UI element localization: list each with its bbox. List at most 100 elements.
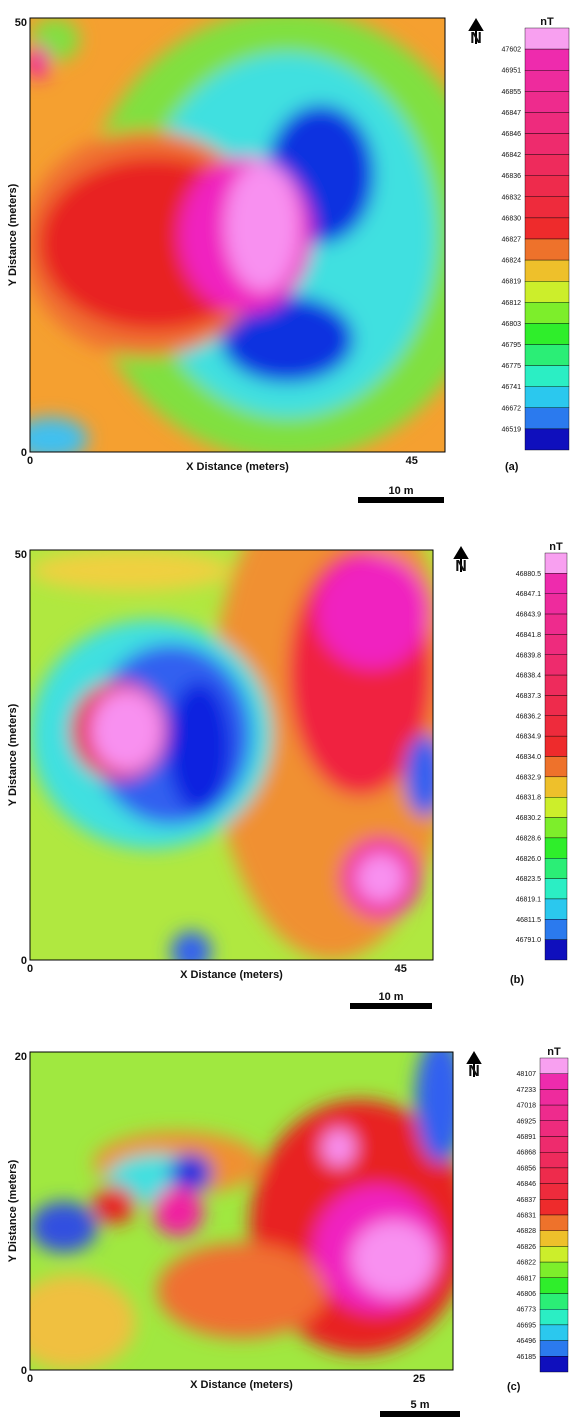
legend-swatch [544, 735, 568, 757]
scale-bar-label: 10 m [378, 991, 403, 1003]
legend-level: 46847 [502, 110, 522, 117]
legend-level: 46775 [502, 363, 522, 370]
legend-swatch [524, 69, 570, 92]
legend-level: 48107 [517, 1071, 537, 1078]
legend-swatch [524, 365, 570, 387]
legend-swatch [524, 175, 570, 197]
map-frame [29, 549, 434, 961]
anomaly [30, 44, 51, 79]
legend-level: 46822 [517, 1260, 537, 1267]
legend-swatch [524, 217, 570, 240]
anomaly [30, 1274, 136, 1370]
legend-swatch [539, 1356, 569, 1373]
legend-level: 46841.8 [516, 632, 541, 639]
map-panel: 0 45 0 50 X Distance (meters) Y Distance (met… [7, 541, 568, 1009]
legend-level: 46832 [502, 194, 522, 201]
legend-swatch [539, 1136, 569, 1153]
y-tick-label: 50 [15, 17, 27, 29]
legend-level: 46803 [502, 321, 522, 328]
legend-swatch [544, 817, 568, 839]
y-tick-label: 0 [21, 447, 27, 459]
legend-swatch [544, 674, 568, 696]
legend-level: 46925 [517, 1118, 537, 1125]
legend-swatch [544, 695, 568, 717]
legend-swatch [539, 1277, 569, 1294]
anomaly [156, 1242, 327, 1339]
y-axis-label: Y Distance (meters) [7, 183, 19, 286]
legend-level: 47602 [502, 47, 522, 54]
legend-swatch [524, 48, 570, 71]
legend-level: 46838.4 [516, 673, 541, 680]
legend-unit: nT [540, 16, 554, 28]
x-axis-label: X Distance (meters) [180, 969, 283, 981]
anomaly [30, 1201, 98, 1253]
scale-bar [350, 1003, 432, 1009]
legend-swatch [524, 112, 570, 134]
legend-swatch [524, 238, 570, 261]
legend-level: 46827 [502, 237, 522, 244]
legend-level: 46773 [517, 1307, 537, 1314]
legend-swatch [539, 1183, 569, 1200]
y-tick-label: 0 [21, 1365, 27, 1377]
north-arrow [453, 546, 469, 572]
legend-swatch [539, 1230, 569, 1247]
anomaly [225, 161, 300, 292]
legend-level: 46846 [502, 131, 522, 138]
legend-level: 46812 [502, 300, 522, 307]
x-tick-label: 45 [395, 963, 407, 975]
legend-swatch [524, 386, 570, 409]
legend-level: 46839.8 [516, 652, 541, 659]
anomaly [152, 1185, 204, 1237]
legend-level: 46891 [517, 1134, 537, 1141]
anomaly [351, 1220, 437, 1297]
legend-level: 46819.1 [516, 896, 541, 903]
legend-level: 46842 [502, 152, 522, 159]
scale-bar-label: 5 m [411, 1399, 430, 1411]
legend-swatch [544, 878, 568, 900]
legend-level: 46837.3 [516, 693, 541, 700]
anomaly [171, 931, 212, 960]
legend-swatch [544, 797, 568, 818]
legend-swatch [544, 654, 568, 676]
legend-swatch [524, 281, 570, 303]
legend-swatch [524, 259, 570, 282]
legend-swatch [539, 1340, 569, 1357]
legend-swatch [539, 1214, 569, 1231]
legend-level: 46519 [502, 426, 522, 433]
legend-unit: nT [549, 541, 563, 553]
legend-level: 46826.0 [516, 856, 541, 863]
legend-swatch [539, 1167, 569, 1184]
magnetic-map [30, 18, 445, 452]
legend-level: 46806 [517, 1291, 537, 1298]
legend-swatch [539, 1324, 569, 1341]
legend-level: 46846 [517, 1181, 537, 1188]
legend-level: 46817 [517, 1275, 537, 1282]
anomaly [316, 554, 429, 669]
anomalies [30, 550, 433, 960]
x-axis-label: X Distance (meters) [186, 461, 289, 473]
anomaly [220, 295, 354, 383]
y-axis-label: Y Distance (meters) [7, 1159, 19, 1262]
legend-swatch [544, 776, 568, 798]
legend-swatch [544, 634, 568, 655]
anomaly [356, 853, 405, 903]
map-frame [29, 1051, 454, 1371]
x-tick-label: 0 [27, 1373, 33, 1385]
legend-level: 46830 [502, 215, 522, 222]
y-axis-label: Y Distance (meters) [7, 703, 19, 806]
legend-level: 46824 [502, 258, 522, 265]
y-tick-label: 20 [15, 1051, 27, 1063]
legend-level: 46823.5 [516, 876, 541, 883]
legend-level: 46880.5 [516, 571, 541, 578]
legend-swatch [544, 898, 568, 920]
panel-label: (a) [505, 461, 519, 473]
legend-swatch [544, 837, 568, 859]
legend-level: 46185 [517, 1354, 537, 1361]
legend-level: 46741 [502, 384, 522, 391]
legend-swatch [524, 407, 570, 430]
legend-level: 46695 [517, 1322, 537, 1329]
legend-swatch [524, 27, 570, 50]
scale-bar [380, 1411, 460, 1417]
